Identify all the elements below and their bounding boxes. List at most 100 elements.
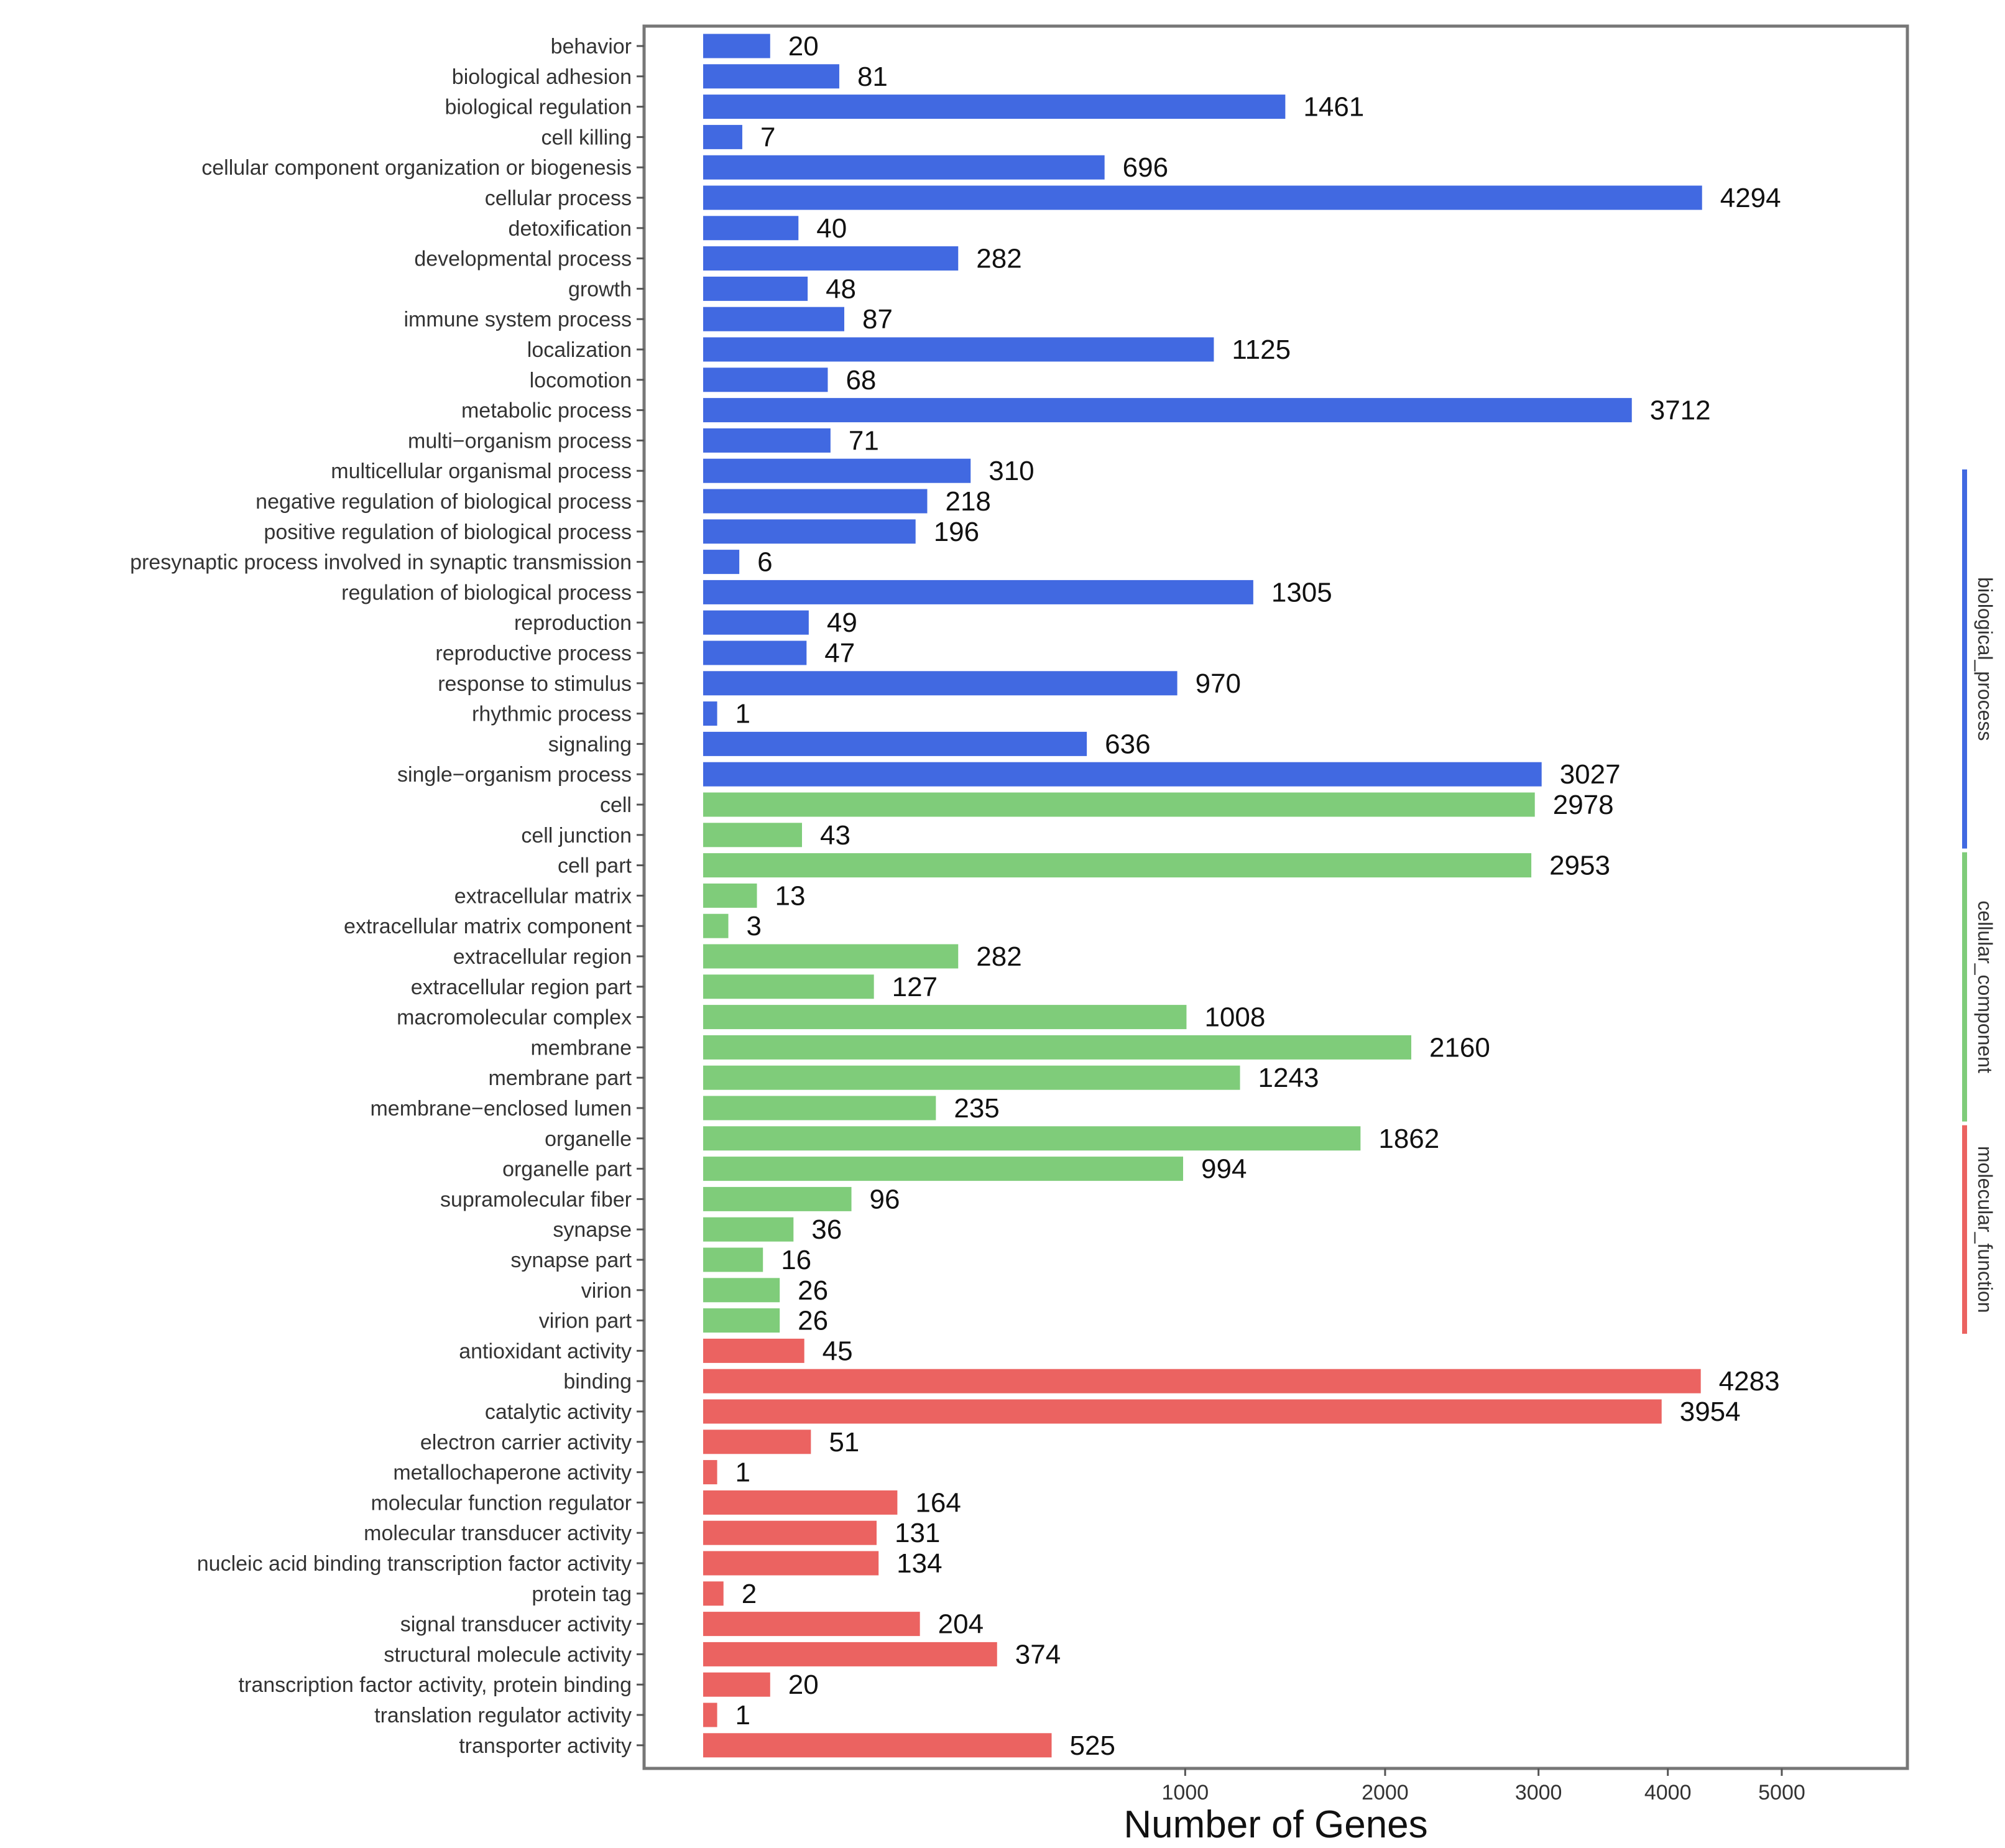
- legend-label-molecular-function: molecular_function: [1974, 1146, 1996, 1313]
- bar-cellular-component-organization-or-biogenesis: [702, 154, 1106, 181]
- bar-macromolecular-complex: [702, 1004, 1188, 1031]
- value-label-response-to-stimulus: 970: [1196, 668, 1241, 699]
- value-label-transporter-activity: 525: [1070, 1730, 1115, 1761]
- legend-label-cellular-component: cellular_component: [1974, 900, 1996, 1073]
- bar-antioxidant-activity: [702, 1337, 806, 1364]
- category-label-protein-tag: protein tag: [532, 1582, 632, 1606]
- category-label-organelle-part: organelle part: [502, 1158, 632, 1181]
- value-label-synapse: 36: [811, 1214, 842, 1245]
- value-label-reproductive-process: 47: [824, 638, 855, 668]
- bar-multicellular-organismal-process: [702, 457, 972, 484]
- bar-reproductive-process: [702, 639, 808, 667]
- bar-negative-regulation-of-biological-process: [702, 487, 929, 515]
- bar-behavior: [702, 32, 772, 60]
- category-label-extracellular-matrix-component: extracellular matrix component: [344, 915, 632, 938]
- bar-cell-part: [702, 852, 1533, 879]
- value-label-localization: 1125: [1232, 335, 1291, 365]
- bar-catalytic-activity: [702, 1398, 1663, 1425]
- x-tick-label-2000: 2000: [1362, 1781, 1409, 1804]
- category-label-rhythmic-process: rhythmic process: [472, 703, 632, 726]
- x-tick-label-4000: 4000: [1644, 1781, 1692, 1804]
- bar-transporter-activity: [702, 1732, 1053, 1759]
- bars-layer: behavior 20 biological adhesion 81 biologica…: [130, 31, 1781, 1761]
- category-label-structural-molecule-activity: structural molecule activity: [384, 1643, 632, 1666]
- value-label-metabolic-process: 3712: [1650, 395, 1711, 426]
- category-label-single-organism-process: single−organism process: [397, 763, 632, 787]
- category-label-cell-junction: cell junction: [521, 824, 632, 848]
- bar-protein-tag: [702, 1580, 725, 1607]
- value-label-signal-transducer-activity: 204: [938, 1609, 984, 1640]
- value-label-regulation-of-biological-process: 1305: [1271, 577, 1332, 608]
- value-label-detoxification: 40: [816, 213, 847, 244]
- category-label-multicellular-organismal-process: multicellular organismal process: [331, 460, 632, 483]
- category-label-cellular-component-organization-or-biogenesis: cellular component organization or bioge…: [201, 156, 632, 180]
- category-label-molecular-function-regulator: molecular function regulator: [371, 1491, 632, 1515]
- value-label-negative-regulation-of-biological-process: 218: [945, 486, 990, 517]
- value-label-catalytic-activity: 3954: [1680, 1397, 1741, 1427]
- value-label-supramolecular-fiber: 96: [870, 1184, 900, 1214]
- bar-extracellular-matrix: [702, 882, 758, 909]
- value-label-organelle: 1862: [1378, 1124, 1439, 1154]
- bar-synapse-part: [702, 1246, 765, 1273]
- bar-regulation-of-biological-process: [702, 578, 1255, 606]
- value-label-extracellular-region: 282: [976, 941, 1021, 972]
- category-label-supramolecular-fiber: supramolecular fiber: [440, 1188, 632, 1211]
- value-label-cell-killing: 7: [760, 122, 775, 152]
- category-label-response-to-stimulus: response to stimulus: [438, 672, 632, 696]
- value-label-behavior: 20: [788, 31, 819, 62]
- bar-signal-transducer-activity: [702, 1610, 921, 1638]
- bar-developmental-process: [702, 245, 960, 272]
- value-label-multicellular-organismal-process: 310: [989, 456, 1034, 486]
- value-label-extracellular-region-part: 127: [892, 972, 938, 1002]
- category-label-locomotion: locomotion: [530, 369, 632, 392]
- category-label-extracellular-matrix: extracellular matrix: [454, 884, 632, 908]
- value-label-signaling: 636: [1105, 729, 1150, 759]
- bar-cellular-process: [702, 184, 1703, 211]
- group-legend: biological_process cellular_componentmole…: [1962, 469, 1996, 1334]
- bar-extracellular-matrix-component: [702, 912, 730, 940]
- bar-molecular-transducer-activity: [702, 1519, 878, 1546]
- bar-growth: [702, 275, 809, 302]
- value-label-rhythmic-process: 1: [735, 699, 750, 729]
- value-label-single-organism-process: 3027: [1560, 759, 1621, 790]
- value-label-presynaptic-process-involved-in-synaptic-transmission: 6: [757, 547, 772, 578]
- category-label-molecular-transducer-activity: molecular transducer activity: [364, 1522, 632, 1545]
- value-label-molecular-transducer-activity: 131: [895, 1518, 940, 1548]
- x-tick-label-5000: 5000: [1758, 1781, 1805, 1804]
- bar-localization: [702, 336, 1215, 363]
- category-label-antioxidant-activity: antioxidant activity: [459, 1339, 632, 1363]
- category-label-multi-organism-process: multi−organism process: [408, 429, 632, 453]
- category-label-biological-regulation: biological regulation: [445, 96, 632, 119]
- category-label-cell-part: cell part: [558, 854, 632, 878]
- value-label-multi-organism-process: 71: [849, 425, 879, 456]
- bar-synapse: [702, 1216, 795, 1243]
- category-label-metabolic-process: metabolic process: [461, 399, 632, 423]
- value-label-cell-part: 2953: [1549, 851, 1610, 881]
- bar-multi-organism-process: [702, 427, 832, 454]
- category-label-virion: virion: [581, 1279, 632, 1303]
- value-label-extracellular-matrix: 13: [775, 880, 806, 911]
- value-label-cell: 2978: [1553, 790, 1614, 820]
- value-label-membrane-enclosed-lumen: 235: [954, 1093, 999, 1124]
- category-label-nucleic-acid-binding-transcription-factor-activity: nucleic acid binding transcription facto…: [197, 1552, 632, 1576]
- bar-electron-carrier-activity: [702, 1428, 813, 1456]
- category-label-cell: cell: [600, 793, 632, 817]
- bar-organelle: [702, 1125, 1362, 1152]
- bar-nucleic-acid-binding-transcription-factor-activity: [702, 1550, 880, 1577]
- value-label-macromolecular-complex: 1008: [1204, 1002, 1265, 1033]
- bar-virion-part: [702, 1307, 781, 1334]
- category-label-transcription-factor-activity-protein-binding: transcription factor activity, protein b…: [239, 1673, 632, 1697]
- legend-label-biological-process: biological_process: [1974, 577, 1996, 741]
- category-label-localization: localization: [527, 338, 632, 362]
- bar-transcription-factor-activity-protein-binding: [702, 1671, 772, 1698]
- value-label-synapse-part: 16: [781, 1245, 811, 1275]
- bar-presynaptic-process-involved-in-synaptic-transmission: [702, 548, 741, 576]
- bar-cell: [702, 791, 1536, 818]
- category-label-synapse: synapse: [553, 1218, 632, 1242]
- value-label-translation-regulator-activity: 1: [735, 1700, 750, 1730]
- bar-translation-regulator-activity: [702, 1701, 719, 1729]
- category-label-membrane-enclosed-lumen: membrane−enclosed lumen: [370, 1097, 632, 1120]
- value-label-cellular-process: 4294: [1720, 183, 1781, 213]
- category-label-signal-transducer-activity: signal transducer activity: [400, 1613, 632, 1637]
